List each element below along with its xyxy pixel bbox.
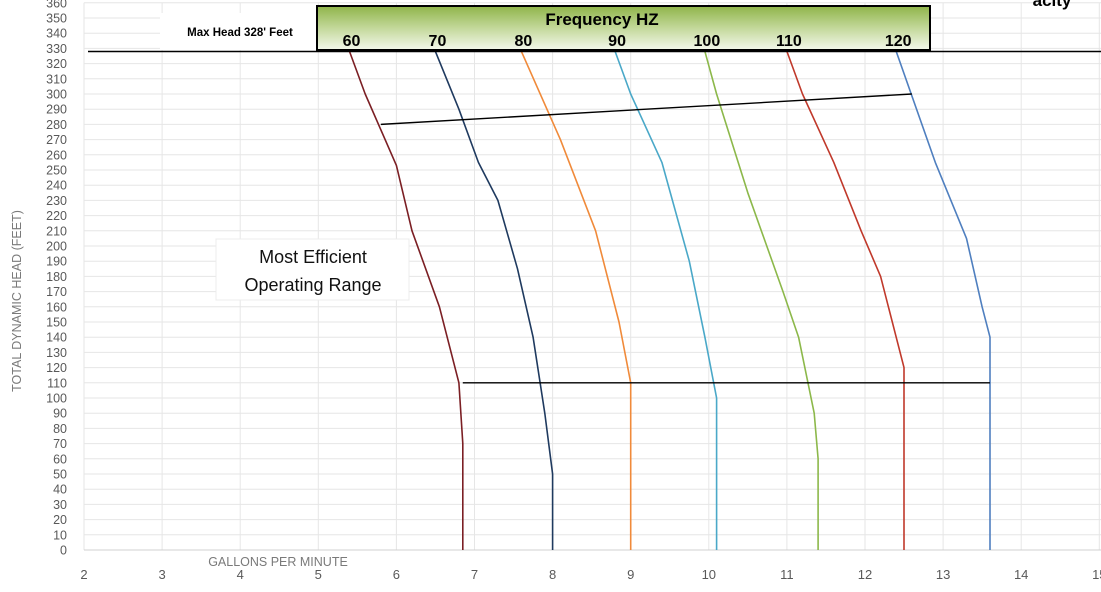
y-tick-label: 220	[46, 209, 67, 223]
series-line-100hz	[704, 51, 819, 550]
y-tick-label: 80	[53, 422, 67, 436]
y-tick-label: 280	[46, 118, 67, 132]
y-tick-label: 60	[53, 452, 67, 466]
y-tick-label: 10	[53, 528, 67, 542]
y-tick-label: 240	[46, 179, 67, 193]
x-axis-title: GALLONS PER MINUTE	[208, 555, 348, 569]
x-tick-label: 14	[1014, 567, 1028, 582]
frequency-label-70: 70	[429, 33, 447, 50]
y-tick-label: 350	[46, 12, 67, 26]
y-tick-label: 230	[46, 194, 67, 208]
y-tick-label: 360	[46, 0, 67, 10]
operating-range-label-line1: Most Efficient	[259, 247, 367, 267]
x-tick-label: 13	[936, 567, 950, 582]
x-tick-label: 15	[1092, 567, 1101, 582]
series-line-120hz	[895, 51, 991, 550]
y-tick-label: 40	[53, 483, 67, 497]
frequency-label-60: 60	[343, 33, 361, 50]
operating-range-lines	[380, 93, 990, 384]
y-tick-label: 190	[46, 255, 67, 269]
x-tick-label: 7	[471, 567, 478, 582]
y-tick-label: 170	[46, 285, 67, 299]
y-tick-label: 20	[53, 513, 67, 527]
x-tick-label: 4	[237, 567, 244, 582]
series-line-110hz	[786, 51, 905, 550]
top-right-text: acity	[1033, 0, 1072, 10]
y-tick-label: 340	[46, 27, 67, 41]
y-tick-label: 260	[46, 148, 67, 162]
x-tick-label: 3	[158, 567, 165, 582]
y-tick-label: 150	[46, 316, 67, 330]
grid	[83, 2, 1101, 551]
x-tick-label: 11	[780, 567, 794, 582]
y-tick-label: 100	[46, 392, 67, 406]
y-axis-title: TOTAL DYNAMIC HEAD (FEET)	[10, 210, 24, 392]
y-tick-label: 290	[46, 103, 67, 117]
x-tick-label: 6	[393, 567, 400, 582]
y-tick-label: 180	[46, 270, 67, 284]
y-tick-label: 160	[46, 300, 67, 314]
y-tick-label: 330	[46, 42, 67, 56]
y-tick-label: 270	[46, 133, 67, 147]
y-tick-label: 0	[60, 544, 67, 558]
x-tick-label: 12	[858, 567, 872, 582]
y-tick-label: 140	[46, 331, 67, 345]
frequency-label-80: 80	[514, 33, 532, 50]
max-head-label: Max Head 328' Feet	[187, 27, 293, 39]
series-line-90hz	[614, 51, 718, 550]
y-tick-label: 310	[46, 72, 67, 86]
frequency-label-100: 100	[694, 33, 721, 50]
frequency-labels: 60 70 80 90 100 110 120	[343, 33, 912, 50]
y-tick-label: 70	[53, 437, 67, 451]
x-tick-label: 2	[80, 567, 87, 582]
frequency-label-120: 120	[885, 33, 912, 50]
x-tick-label: 10	[702, 567, 716, 582]
y-tick-label: 210	[46, 224, 67, 238]
operating-range-upper-line	[380, 93, 912, 126]
x-tick-label: 9	[627, 567, 634, 582]
frequency-header-title: Frequency HZ	[545, 10, 658, 29]
y-tick-label: 130	[46, 346, 67, 360]
series-line-80hz	[520, 51, 632, 550]
series-line-60hz	[348, 51, 464, 550]
y-tick-label: 30	[53, 498, 67, 512]
x-tick-label: 8	[549, 567, 556, 582]
y-tick-label: 300	[46, 88, 67, 102]
y-tick-label: 200	[46, 240, 67, 254]
frequency-header-box	[316, 5, 931, 51]
x-axis-ticks: 2 3 4 5 6 7 8 9 10 11 12 13 14 15	[80, 567, 1101, 582]
y-tick-label: 90	[53, 407, 67, 421]
operating-range-label-box	[215, 238, 410, 301]
y-tick-label: 110	[47, 376, 67, 390]
frequency-label-90: 90	[608, 33, 626, 50]
y-tick-label: 120	[46, 361, 67, 375]
x-tick-label: 5	[315, 567, 322, 582]
operating-range-label-line2: Operating Range	[244, 275, 381, 295]
series-group	[348, 51, 991, 550]
frequency-label-110: 110	[776, 33, 802, 50]
y-tick-label: 250	[46, 164, 67, 178]
y-tick-label: 320	[46, 57, 67, 71]
y-tick-label: 50	[53, 468, 67, 482]
series-line-70hz	[434, 51, 554, 550]
max-head-label-box	[160, 13, 316, 50]
